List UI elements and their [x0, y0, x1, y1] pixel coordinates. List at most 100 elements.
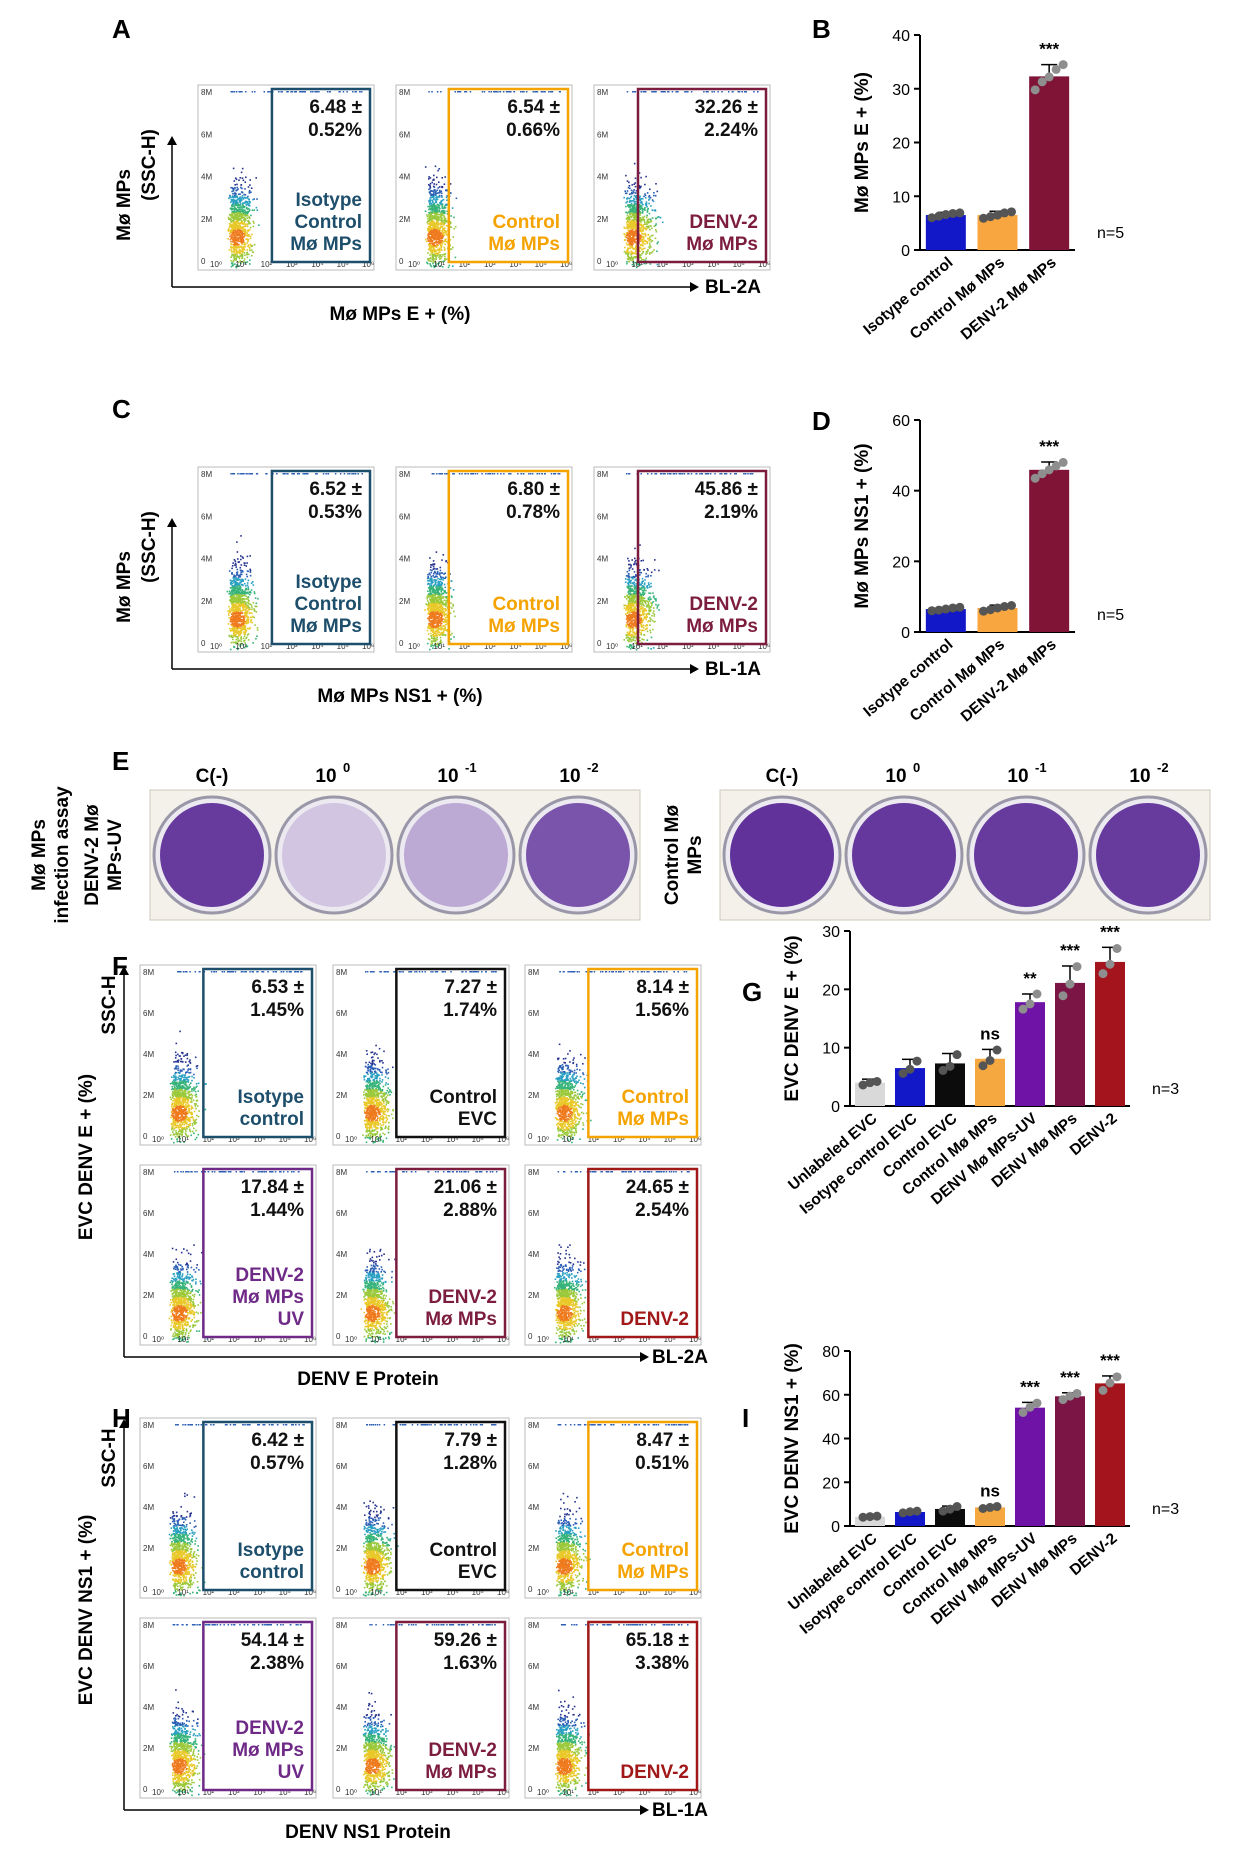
event-dot [444, 232, 446, 234]
event-dot [442, 602, 444, 604]
event-dot [238, 246, 240, 248]
event-dot [238, 576, 240, 578]
event-dot [439, 574, 441, 576]
event-dot [239, 193, 241, 195]
gate-label-1: Isotype [295, 190, 362, 211]
event-dot [246, 616, 248, 618]
event-dot [445, 602, 447, 604]
event-dot [431, 640, 433, 642]
event-dot [245, 194, 247, 196]
event-dot [299, 473, 301, 475]
event-dot [642, 237, 644, 239]
event-dot [242, 202, 244, 204]
event-dot [443, 222, 445, 224]
gate-label-3: Mø MPs [290, 234, 362, 255]
event-dot [245, 211, 247, 213]
event-dot [251, 249, 253, 251]
event-dot [438, 181, 440, 183]
event-dot [241, 232, 243, 234]
event-dot [247, 235, 249, 237]
event-dot [234, 473, 236, 475]
gate-label-2: DENV-2 [689, 212, 758, 233]
event-dot [234, 635, 236, 637]
event-dot [254, 591, 256, 593]
event-dot [249, 179, 251, 181]
event-dot [429, 598, 431, 600]
event-dot [328, 473, 330, 475]
event-dot [632, 184, 634, 186]
event-dot [435, 208, 437, 210]
event-dot [235, 240, 237, 242]
event-dot [433, 183, 435, 185]
event-dot [286, 473, 288, 475]
event-dot [451, 580, 453, 582]
event-dot [430, 240, 432, 242]
event-dot [253, 617, 255, 619]
y-arrowhead [167, 136, 177, 145]
event-dot [646, 217, 648, 219]
event-dot [443, 612, 445, 614]
event-dot [437, 599, 439, 601]
event-dot [241, 172, 243, 174]
event-dot [230, 246, 232, 248]
event-dot [231, 630, 233, 632]
event-dot [642, 234, 644, 236]
event-dot [439, 581, 441, 583]
event-dot [437, 199, 439, 201]
event-dot [459, 473, 461, 475]
event-dot [627, 190, 629, 192]
event-dot [655, 91, 657, 93]
event-dot [244, 242, 246, 244]
event-dot [433, 620, 435, 622]
event-dot [295, 91, 297, 93]
event-dot [238, 610, 240, 612]
y-tick-label: 8M [399, 88, 410, 97]
event-dot [439, 605, 441, 607]
event-dot [431, 588, 433, 590]
event-dot [235, 214, 237, 216]
event-dot [530, 473, 532, 475]
event-dot [442, 241, 444, 243]
event-dot [353, 473, 355, 475]
event-dot [441, 623, 443, 625]
event-dot [255, 177, 257, 179]
event-dot [439, 473, 441, 475]
event-dot [240, 246, 242, 248]
event-dot [283, 473, 285, 475]
event-dot [340, 473, 342, 475]
event-dot [431, 570, 433, 572]
event-dot [634, 204, 636, 206]
event-dot [242, 622, 244, 624]
event-dot [464, 473, 466, 475]
event-dot [231, 191, 233, 193]
event-dot [238, 211, 240, 213]
event-dot [232, 224, 234, 226]
event-dot [628, 611, 630, 613]
event-dot [648, 199, 650, 201]
event-dot [437, 618, 439, 620]
event-dot [247, 257, 249, 259]
event-dot [248, 609, 250, 611]
event-dot [438, 217, 440, 219]
event-dot [249, 192, 251, 194]
event-dot [433, 197, 435, 199]
event-dot [254, 624, 256, 626]
event-dot [426, 598, 428, 600]
event-dot [244, 617, 246, 619]
event-dot [633, 198, 635, 200]
event-dot [432, 246, 434, 248]
event-dot [232, 263, 234, 265]
event-dot [256, 207, 258, 209]
event-dot [248, 199, 250, 201]
event-dot [248, 589, 250, 591]
event-dot [292, 91, 294, 93]
event-dot [626, 263, 628, 265]
event-dot [439, 190, 441, 192]
event-dot [243, 631, 245, 633]
event-dot [432, 252, 434, 254]
x-axis-label: Mø MPs E + (%) [330, 304, 471, 325]
event-dot [445, 600, 447, 602]
event-dot [625, 609, 627, 611]
event-dot [246, 252, 248, 254]
event-dot [441, 256, 443, 258]
